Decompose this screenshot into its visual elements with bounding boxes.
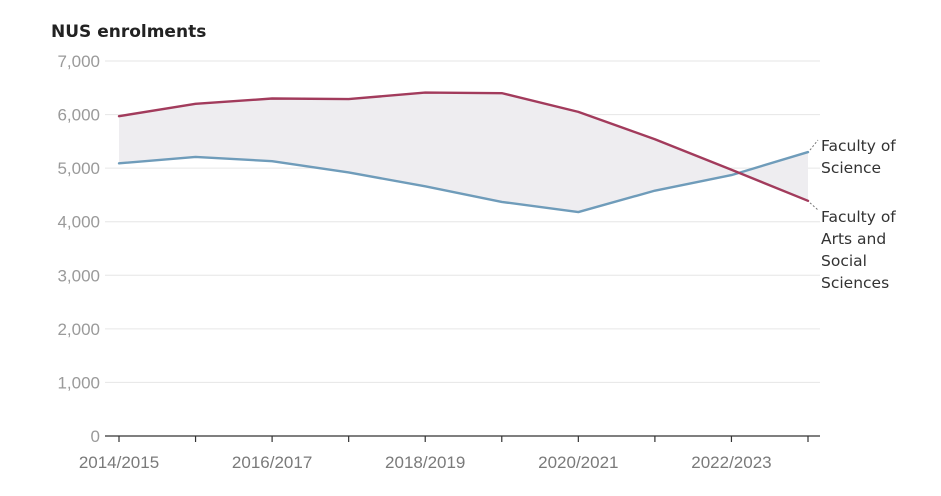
series-line	[117, 150, 810, 214]
series-labels: Faculty of Science Faculty of Arts and Socia…	[809, 137, 896, 292]
x-tick-label: 2020/2021	[538, 453, 618, 472]
label-leader	[809, 139, 819, 151]
y-tick-label: 4,000	[57, 213, 100, 232]
x-tick-label: 2022/2023	[691, 453, 771, 472]
y-axis-ticks: 0 1,000 2,000 3,000 4,000 5,000 6,000 7,000	[57, 52, 100, 446]
y-tick-label: 3,000	[57, 266, 100, 285]
chart-title: NUS enrolments	[51, 22, 206, 42]
x-axis-ticks: 2014/2015 2016/2017 2018/2019 2020/2021 2022…	[79, 436, 809, 472]
y-tick-label: 1,000	[57, 373, 100, 392]
x-tick-label: 2016/2017	[232, 453, 312, 472]
y-tick-label: 6,000	[57, 106, 100, 125]
y-tick-label: 5,000	[57, 159, 100, 178]
y-tick-label: 2,000	[57, 320, 100, 339]
y-tick-label: 7,000	[57, 52, 100, 71]
y-tick-label: 0	[91, 427, 100, 446]
series-lines	[117, 91, 810, 214]
series-line	[117, 91, 810, 203]
difference-area	[119, 92, 808, 213]
x-tick-label: 2014/2015	[79, 453, 159, 472]
series-label: Faculty of Arts and Social Sciences	[821, 208, 896, 292]
series-label: Faculty of Science	[821, 137, 896, 177]
x-tick-label: 2018/2019	[385, 453, 465, 472]
label-leader	[809, 202, 819, 211]
